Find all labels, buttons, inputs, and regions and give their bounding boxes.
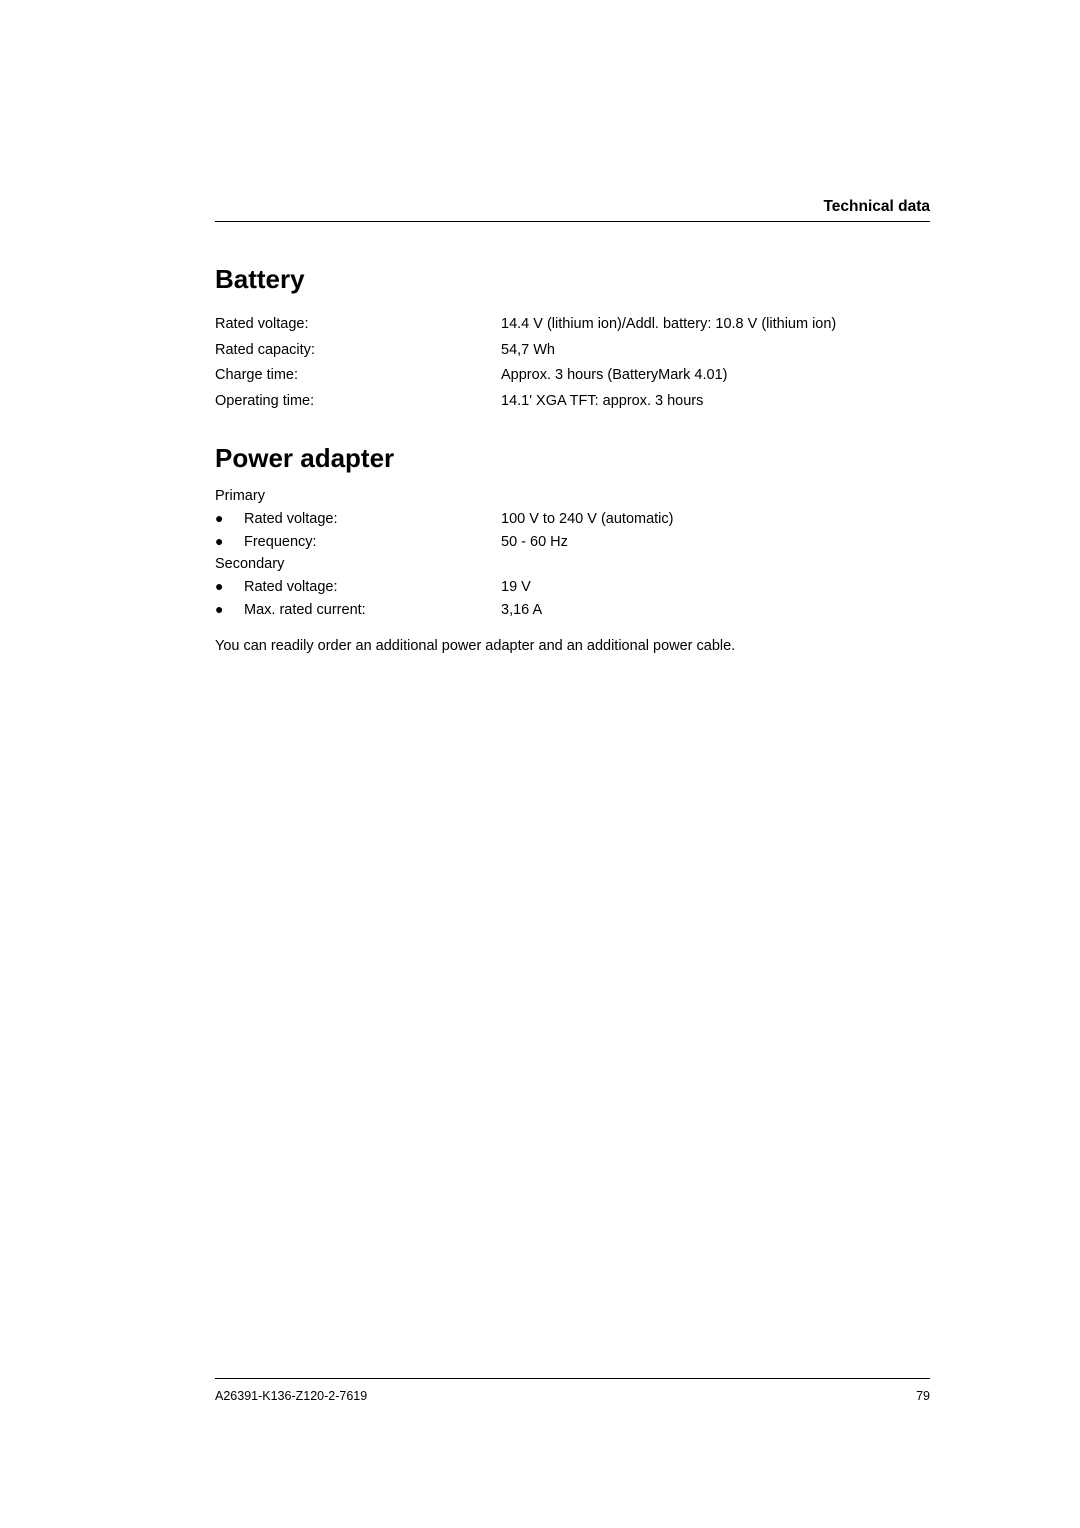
spec-label: Rated capacity: — [215, 341, 501, 361]
bullet-row: ● Rated voltage: 100 V to 240 V (automat… — [215, 510, 930, 527]
spec-row: Operating time: 14.1' XGA TFT: approx. 3… — [215, 392, 930, 412]
page-header: Technical data — [215, 198, 930, 222]
doc-id: A26391-K136-Z120-2-7619 — [215, 1389, 367, 1403]
bullet-icon: ● — [215, 578, 244, 594]
spec-row: Rated voltage: 14.4 V (lithium ion)/Addl… — [215, 315, 930, 335]
page-number: 79 — [916, 1389, 930, 1403]
spec-value: 14.1' XGA TFT: approx. 3 hours — [501, 392, 930, 412]
bullet-label: Max. rated current: — [244, 602, 501, 618]
bullet-icon: ● — [215, 601, 244, 617]
spec-value: 14.4 V (lithium ion)/Addl. battery: 10.8… — [501, 315, 930, 335]
battery-heading: Battery — [215, 264, 930, 295]
note-text: You can readily order an additional powe… — [215, 638, 930, 654]
spec-value: Approx. 3 hours (BatteryMark 4.01) — [501, 366, 930, 386]
header-title: Technical data — [823, 198, 930, 216]
secondary-subheading: Secondary — [215, 556, 930, 572]
bullet-row: ● Frequency: 50 - 60 Hz — [215, 533, 930, 550]
bullet-row: ● Max. rated current: 3,16 A — [215, 601, 930, 618]
spec-value: 54,7 Wh — [501, 341, 930, 361]
bullet-label: Frequency: — [244, 534, 501, 550]
spec-label: Charge time: — [215, 366, 501, 386]
primary-subheading: Primary — [215, 488, 930, 504]
bullet-value: 100 V to 240 V (automatic) — [501, 511, 930, 527]
bullet-label: Rated voltage: — [244, 511, 501, 527]
bullet-icon: ● — [215, 510, 244, 526]
bullet-label: Rated voltage: — [244, 579, 501, 595]
spec-row: Rated capacity: 54,7 Wh — [215, 341, 930, 361]
spec-row: Charge time: Approx. 3 hours (BatteryMar… — [215, 366, 930, 386]
bullet-value: 19 V — [501, 579, 930, 595]
spec-label: Operating time: — [215, 392, 501, 412]
spec-label: Rated voltage: — [215, 315, 501, 335]
bullet-icon: ● — [215, 533, 244, 549]
page-footer: A26391-K136-Z120-2-7619 79 — [215, 1378, 930, 1403]
power-adapter-heading: Power adapter — [215, 443, 930, 474]
bullet-value: 50 - 60 Hz — [501, 534, 930, 550]
bullet-row: ● Rated voltage: 19 V — [215, 578, 930, 595]
bullet-value: 3,16 A — [501, 602, 930, 618]
